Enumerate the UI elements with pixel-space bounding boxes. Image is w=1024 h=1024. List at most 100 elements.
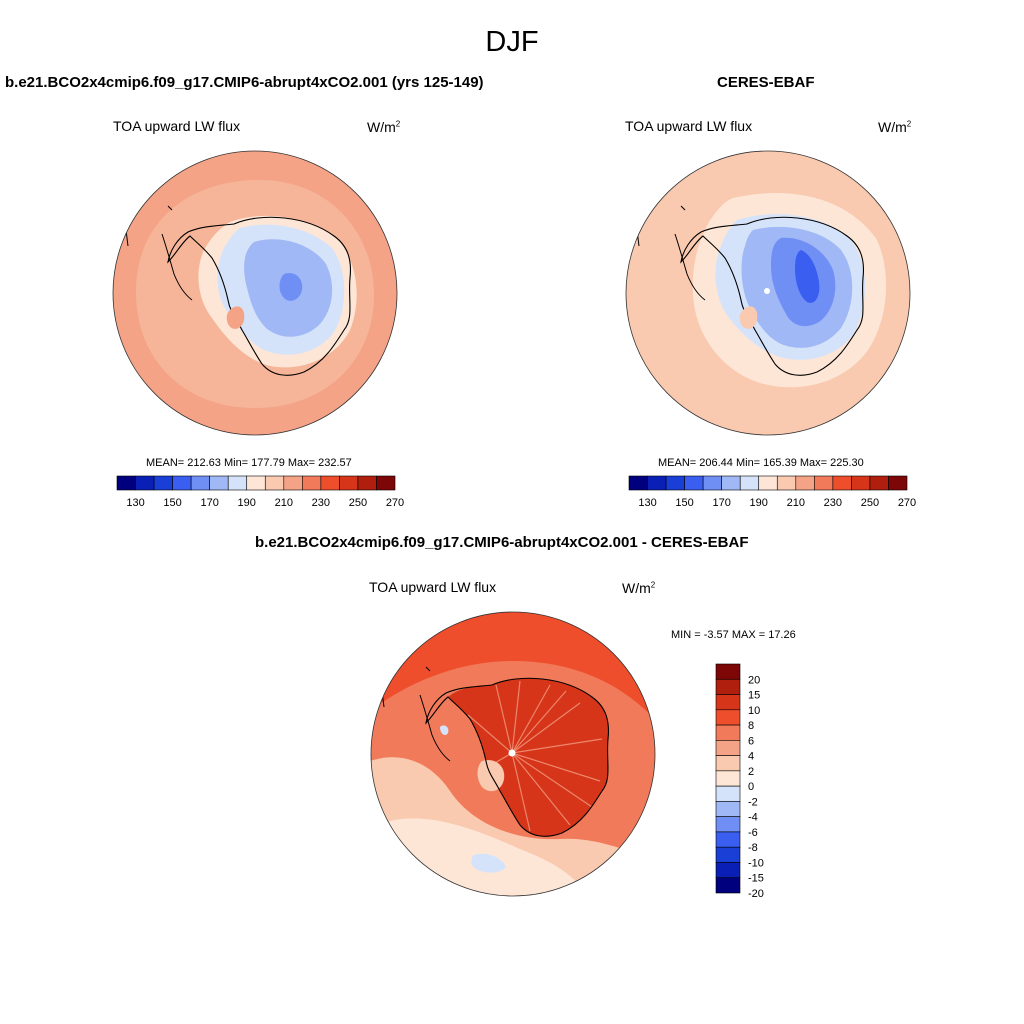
- obs-pole-point: [764, 288, 770, 294]
- diff-coastline: [425, 677, 610, 837]
- obs-colorbar-swatch: [814, 475, 834, 491]
- season-title: DJF: [485, 26, 539, 58]
- diff-units-label: W/m2: [622, 580, 656, 596]
- diff-polar-map: [370, 611, 656, 897]
- obs-colorbar-swatch: [647, 475, 667, 491]
- obs-colorbar-swatch: [851, 475, 871, 491]
- diff-colorbar-tick-label: -10: [748, 857, 764, 869]
- model-colorbar-swatch: [246, 475, 266, 491]
- model-colorbar-swatch: [116, 475, 136, 491]
- diff-colorbar-swatch: [715, 663, 741, 680]
- diff-strong-north: [371, 612, 655, 721]
- diff-colorbar-swatch: [715, 846, 741, 863]
- model-ice-core: [279, 272, 303, 301]
- diff-colorbar-swatch: [715, 816, 741, 833]
- obs-stats: MEAN= 206.44 Min= 165.39 Max= 225.30: [658, 457, 864, 469]
- obs-units-label: W/m2: [878, 119, 912, 135]
- diff-negative-patch: [471, 853, 506, 873]
- diff-negative-coast-patch: [440, 725, 449, 735]
- diff-colorbar-tick-label: 4: [748, 751, 754, 763]
- obs-colorbar-swatch: [721, 475, 741, 491]
- model-variable-label: TOA upward LW flux: [113, 118, 241, 134]
- model-colorbar-swatch: [320, 475, 340, 491]
- model-colorbar-tick-label: 210: [275, 497, 293, 509]
- diff-colorbar-swatch: [715, 694, 741, 711]
- model-colorbar-tick-label: 230: [312, 497, 330, 509]
- diff-colorbar-swatch: [715, 740, 741, 756]
- model-panel-title: b.e21.BCO2x4cmip6.f09_g17.CMIP6-abrupt4x…: [5, 74, 484, 91]
- obs-colorbar-swatch: [832, 475, 852, 491]
- model-units-label: W/m2: [367, 119, 401, 135]
- obs-colorbar: 130 150 170 190 210 230 250 270: [628, 475, 916, 509]
- model-colorbar-swatch: [302, 475, 322, 491]
- obs-colorbar-swatch: [702, 475, 722, 491]
- model-colorbar-swatch: [153, 475, 173, 491]
- obs-colorbar-tick-label: 190: [750, 497, 768, 509]
- model-colorbar-swatch: [283, 475, 303, 491]
- diff-colorbar-swatch: [715, 755, 741, 772]
- model-colorbar-tick-label: 270: [386, 497, 404, 509]
- model-colorbar-swatch: [227, 475, 248, 491]
- diff-colorbar-tick-label: -2: [748, 796, 758, 808]
- diff-continent-field: [448, 678, 609, 837]
- model-colorbar-tick-label: 150: [163, 497, 181, 509]
- obs-colorbar-tick-label: 210: [787, 497, 805, 509]
- diff-variable-label: TOA upward LW flux: [369, 579, 497, 595]
- obs-coastline: [680, 216, 865, 376]
- obs-colorbar-swatch: [739, 475, 760, 491]
- diff-colorbar-tick-label: -6: [748, 827, 758, 839]
- diff-colorbar-tick-label: 20: [748, 674, 760, 686]
- diff-colorbar-tick-label: 2: [748, 766, 754, 778]
- model-colorbar-swatch: [339, 475, 359, 491]
- diff-colorbar-tick-label: -4: [748, 812, 758, 824]
- obs-variable-label: TOA upward LW flux: [625, 118, 753, 134]
- obs-polar-map: [625, 150, 911, 436]
- obs-colorbar-swatch: [684, 475, 704, 491]
- model-colorbar-swatch: [357, 475, 377, 491]
- diff-colorbar-swatch: [715, 801, 741, 817]
- diff-stats: MIN = -3.57 MAX = 17.26: [671, 629, 796, 641]
- diff-colorbar-swatch: [715, 678, 741, 695]
- obs-colorbar-tick-label: 250: [861, 497, 879, 509]
- obs-ice-core: [795, 250, 820, 303]
- model-colorbar-swatch: [190, 475, 210, 491]
- diff-colorbar-tick-label: -15: [748, 873, 764, 885]
- diff-colorbar-swatch: [715, 770, 741, 787]
- model-ice-shelf-inlet: [226, 306, 245, 329]
- obs-colorbar-tick-label: 150: [675, 497, 693, 509]
- diff-colorbar-swatch: [715, 709, 741, 726]
- diff-panel-title: b.e21.BCO2x4cmip6.f09_g17.CMIP6-abrupt4x…: [255, 534, 749, 551]
- model-colorbar-tick-label: 170: [200, 497, 218, 509]
- diff-colorbar-tick-label: -20: [748, 888, 764, 900]
- model-polar-map: [112, 150, 398, 436]
- obs-colorbar-swatch: [776, 475, 797, 491]
- diff-pole-point: [508, 749, 516, 757]
- model-colorbar-swatch: [264, 475, 285, 491]
- obs-colorbar-swatch: [869, 475, 889, 491]
- diff-colorbar-swatch: [715, 724, 741, 741]
- model-colorbar-swatch: [209, 475, 229, 491]
- diff-colorbar-swatch: [715, 877, 741, 894]
- model-colorbar-swatch: [135, 475, 155, 491]
- diff-colorbar-tick-label: 8: [748, 720, 754, 732]
- obs-colorbar-swatch: [888, 475, 908, 491]
- model-colorbar-tick-label: 130: [126, 497, 144, 509]
- obs-panel-title: CERES-EBAF: [717, 74, 815, 91]
- obs-colorbar-tick-label: 170: [712, 497, 730, 509]
- model-stats: MEAN= 212.63 Min= 177.79 Max= 232.57: [146, 457, 352, 469]
- obs-colorbar-swatch: [665, 475, 685, 491]
- diff-radial-streaks: [467, 680, 603, 832]
- model-colorbar-swatch: [172, 475, 192, 491]
- diff-colorbar-swatch: [715, 785, 741, 802]
- model-coastline: [167, 216, 352, 376]
- diff-colorbar-tick-label: -8: [748, 842, 758, 854]
- obs-colorbar-tick-label: 130: [638, 497, 656, 509]
- obs-colorbar-swatch: [795, 475, 815, 491]
- diff-colorbar-swatch: [715, 831, 741, 848]
- model-colorbar-tick-label: 190: [238, 497, 256, 509]
- model-colorbar-swatch: [376, 475, 396, 491]
- obs-colorbar-swatch: [758, 475, 778, 491]
- obs-ross-inlet: [739, 306, 758, 329]
- diff-colorbar-tick-label: 10: [748, 705, 760, 717]
